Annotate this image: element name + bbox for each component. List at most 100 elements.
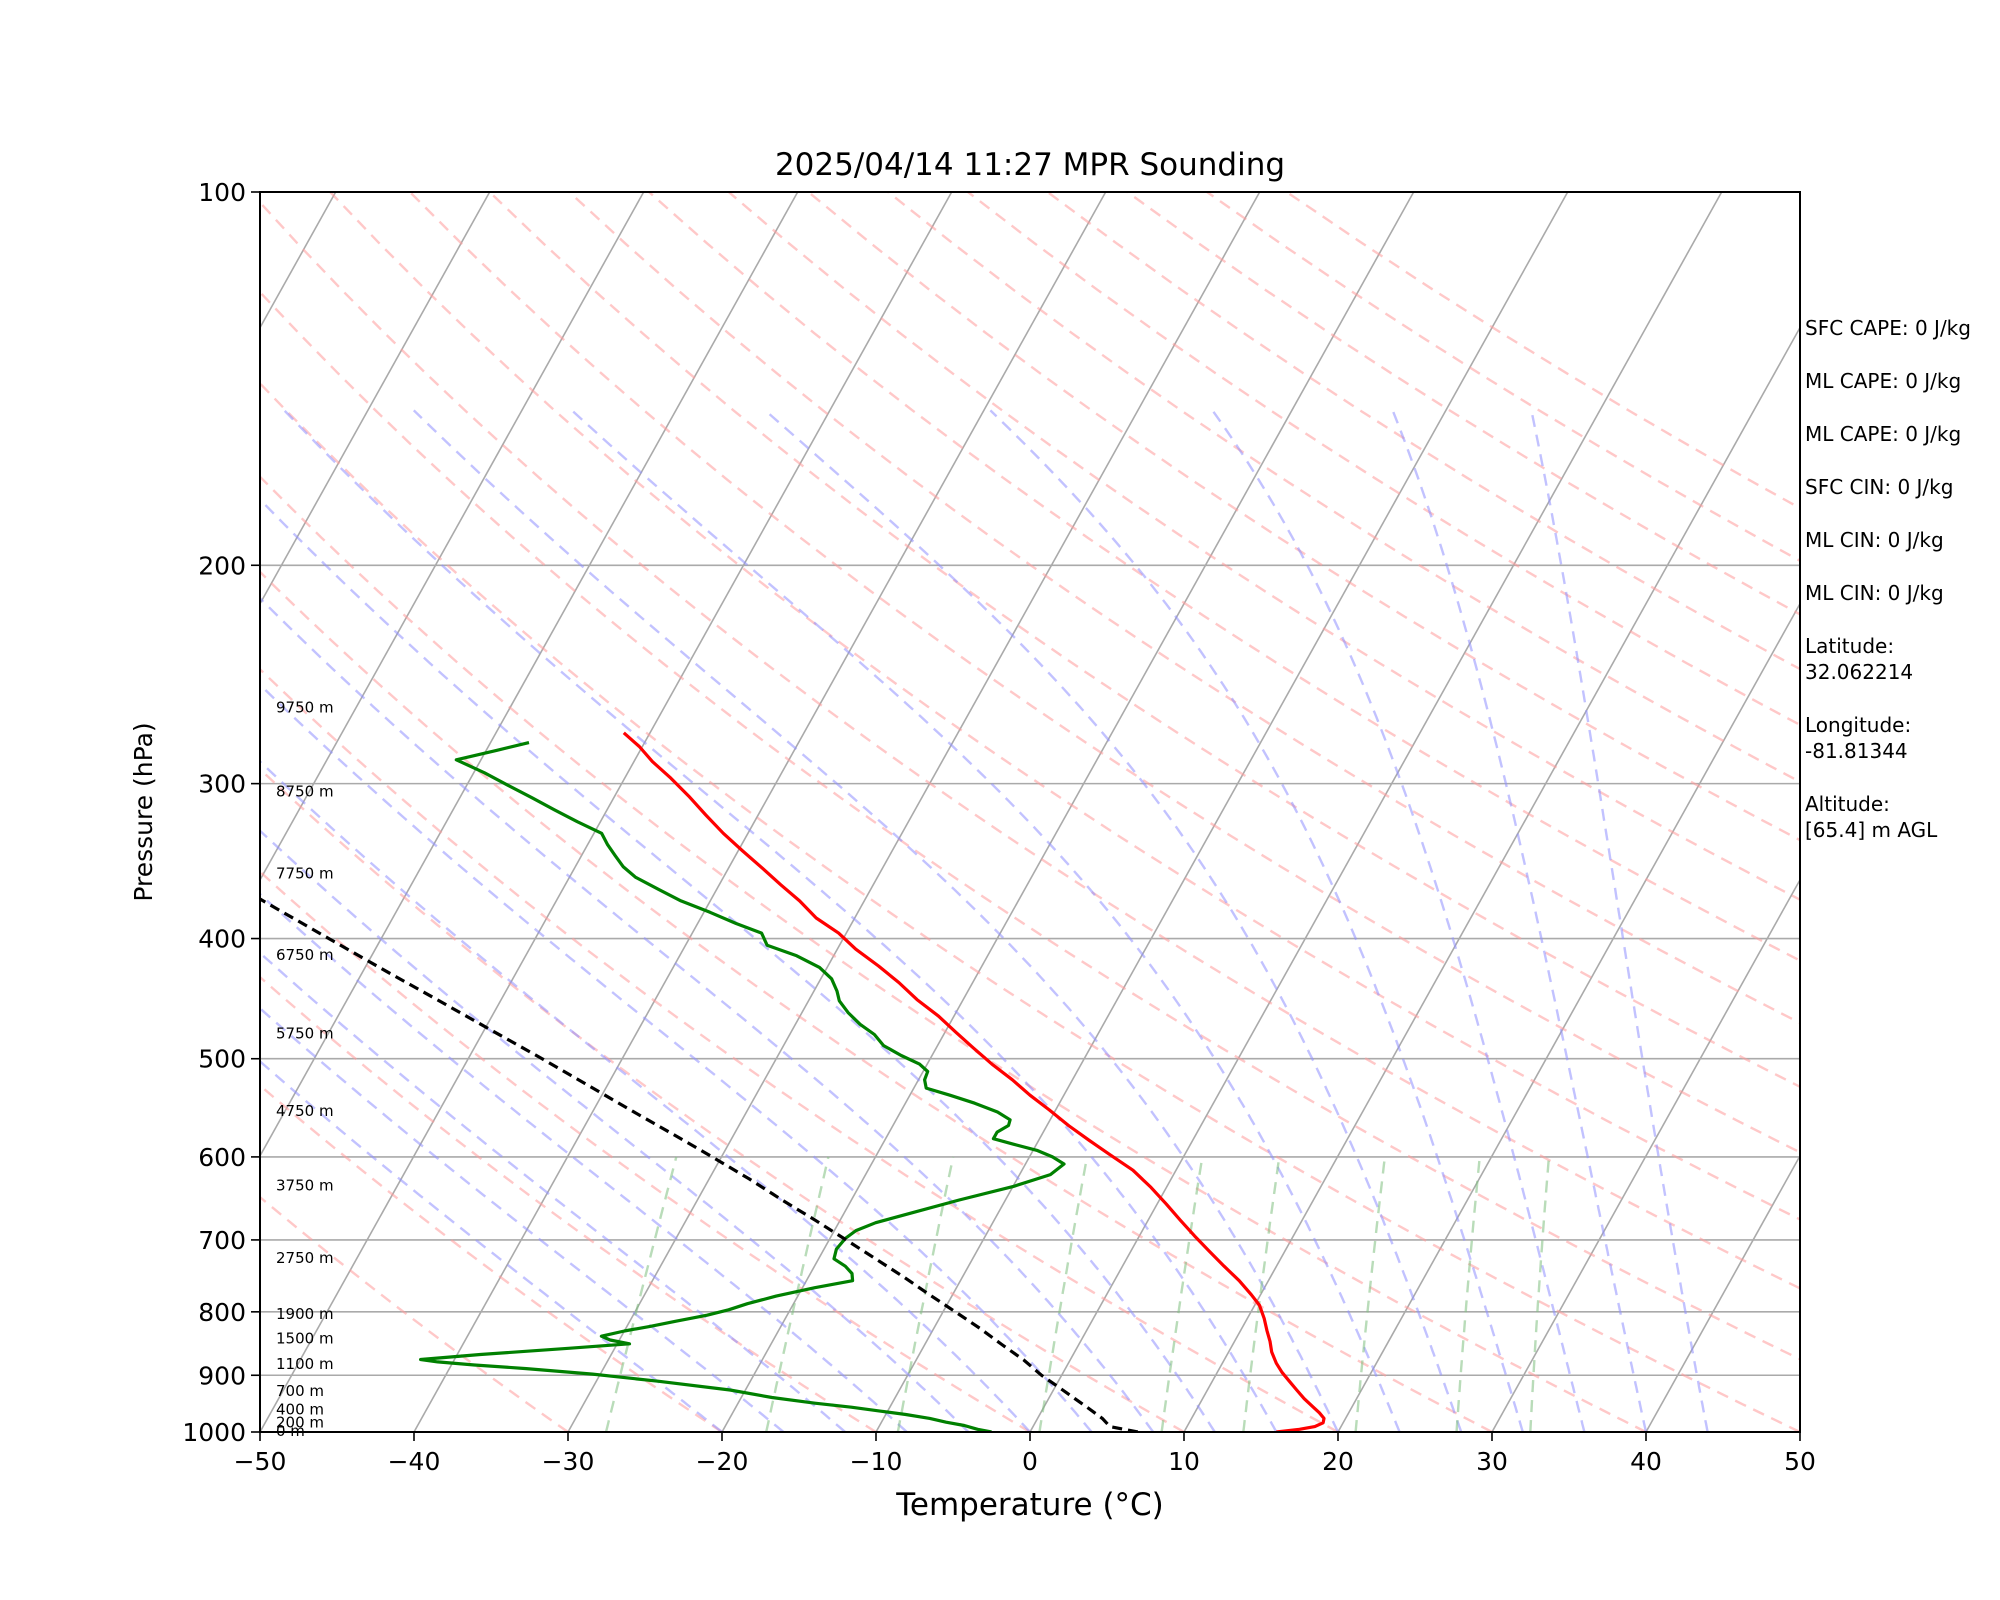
dry-adiabat-line [260, 1083, 723, 1432]
dry-adiabat-line [260, 1195, 569, 1432]
height-label: 2750 m [276, 1249, 334, 1267]
x-tick-label: −30 [542, 1447, 595, 1476]
isotherm-line [1029, 192, 1723, 1432]
mixing-ratio-line [1038, 1156, 1089, 1432]
dry-adiabat-line [967, 192, 1800, 727]
isotherm-line [875, 192, 1569, 1432]
dry-adiabat-line [260, 975, 877, 1432]
mixing-ratio-line [1354, 1156, 1387, 1432]
x-axis-ticks: −50 −40 −30 −20 −10 0 10 20 30 40 50 [234, 1432, 1816, 1476]
altitude-value: [65.4] m AGL [1805, 818, 1938, 842]
mixing-ratio-line [765, 1156, 830, 1432]
ml-cape-text: ML CAPE: 0 J/kg [1805, 369, 1962, 393]
dry-adiabat-line [260, 290, 1800, 1361]
mixing-ratio-line [1242, 1156, 1281, 1432]
moist-adiabat-line [412, 409, 1340, 1432]
height-label: 1100 m [276, 1355, 334, 1373]
y-tick-label: 1000 [182, 1418, 246, 1447]
isotherm-line [1645, 1154, 1800, 1432]
mixing-ratio-line [1160, 1156, 1204, 1432]
series-line-1 [419, 741, 1066, 1432]
isotherm-line [260, 192, 337, 330]
height-label: 5750 m [276, 1024, 334, 1042]
isotherm-line [413, 192, 1107, 1432]
longitude-value: -81.81344 [1805, 739, 1908, 763]
dry-adiabat-line [260, 570, 1493, 1432]
sounding-profiles [260, 731, 1326, 1432]
isotherm-line [260, 192, 953, 1432]
mixing-ratio-line [896, 1156, 955, 1432]
moist-adiabat-line [1211, 409, 1586, 1432]
moist-adiabat-line [260, 497, 1216, 1432]
moist-adiabat-line [260, 951, 846, 1432]
dry-adiabat-line [568, 192, 1800, 1025]
series-line-2 [260, 897, 1139, 1432]
isotherm-line [567, 192, 1261, 1432]
moist-adiabat-line [260, 759, 1031, 1432]
background-lines [0, 192, 1800, 1432]
dry-adiabat-line [260, 767, 1185, 1432]
latitude-label: Latitude: [1805, 634, 1895, 658]
y-tick-label: 600 [198, 1143, 246, 1172]
dry-adiabat-line [409, 192, 1800, 1154]
y-tick-label: 300 [198, 770, 246, 799]
moist-adiabat-line [1530, 410, 1709, 1432]
height-label: 6750 m [276, 946, 334, 964]
height-label: 4750 m [276, 1102, 334, 1120]
height-label: 3750 m [276, 1177, 334, 1195]
moist-adiabat-line [989, 409, 1524, 1432]
altitude-label: Altitude: [1805, 792, 1890, 816]
dry-adiabat-line [260, 200, 1800, 1290]
moist-adiabat-line [260, 683, 1093, 1432]
longitude-label: Longitude: [1805, 713, 1912, 737]
y-axis-ticks: 100 200 300 400 500 600 700 800 900 1000 [182, 178, 260, 1447]
dry-adiabat-line [488, 192, 1800, 1089]
series-line-0 [622, 731, 1326, 1432]
moist-adiabat-line [260, 1006, 785, 1432]
latitude-value: 32.062214 [1805, 660, 1914, 684]
mixing-ratio-line [604, 1156, 678, 1432]
height-label: 8750 m [276, 783, 334, 801]
isotherm-line [0, 192, 28, 1432]
x-tick-label: 10 [1168, 1447, 1200, 1476]
moist-adiabat-line [571, 409, 1401, 1432]
dry-adiabat-line [260, 870, 1031, 1432]
y-tick-label: 800 [198, 1298, 246, 1327]
altitude-block: Altitude: [65.4] m AGL [1805, 791, 1995, 843]
x-tick-label: 30 [1476, 1447, 1508, 1476]
height-label: 1500 m [276, 1329, 334, 1347]
dry-adiabat-line [329, 192, 1800, 1221]
y-tick-label: 900 [198, 1361, 246, 1390]
moist-adiabat-line [283, 409, 1278, 1432]
ml-cape-text-2: ML CAPE: 0 J/kg [1805, 422, 1962, 446]
latitude-block: Latitude: 32.062214 [1805, 633, 1995, 685]
mixing-ratio-line [1529, 1156, 1551, 1432]
y-tick-label: 700 [198, 1226, 246, 1255]
height-label: 400 m [276, 1401, 324, 1419]
isotherm-line [260, 192, 799, 1158]
ml-cin-text: ML CIN: 0 J/kg [1805, 528, 1944, 552]
y-tick-label: 100 [198, 178, 246, 207]
moist-adiabat-line [764, 409, 1463, 1432]
moist-adiabat-line [1391, 409, 1648, 1432]
ml-cin-text-2: ML CIN: 0 J/kg [1805, 581, 1944, 605]
x-tick-label: 50 [1784, 1447, 1816, 1476]
x-tick-label: 40 [1630, 1447, 1662, 1476]
dry-adiabat-line [260, 475, 1647, 1432]
isotherm-line [260, 192, 645, 882]
y-tick-label: 200 [198, 551, 246, 580]
dry-adiabat-line [260, 381, 1800, 1432]
y-axis-label: Pressure (hPa) [129, 722, 158, 901]
x-axis-label: Temperature (°C) [895, 1487, 1164, 1523]
moist-adiabat-line [260, 1059, 723, 1432]
moist-adiabat-line [260, 892, 908, 1432]
x-tick-label: 20 [1322, 1447, 1354, 1476]
mixing-ratio-line [1455, 1156, 1481, 1432]
height-label: 700 m [276, 1382, 324, 1400]
x-tick-label: −10 [850, 1447, 903, 1476]
dry-adiabat-line [648, 192, 1800, 962]
sfc-cape-text: SFC CAPE: 0 J/kg [1805, 316, 1971, 340]
parameters-panel: SFC CAPE: 0 J/kg ML CAPE: 0 J/kg ML CAPE… [1805, 315, 1995, 870]
